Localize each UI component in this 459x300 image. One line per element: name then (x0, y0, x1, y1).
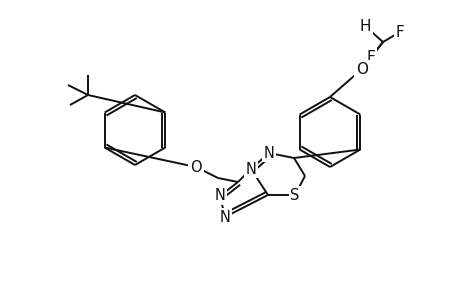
Text: N: N (245, 161, 256, 176)
Text: N: N (214, 188, 225, 203)
Text: S: S (290, 188, 299, 202)
Text: O: O (190, 160, 202, 175)
Text: F: F (395, 25, 403, 40)
Text: O: O (355, 61, 367, 76)
Text: F: F (366, 50, 375, 64)
Text: N: N (219, 209, 230, 224)
Text: N: N (263, 146, 274, 160)
Text: H: H (358, 19, 370, 34)
